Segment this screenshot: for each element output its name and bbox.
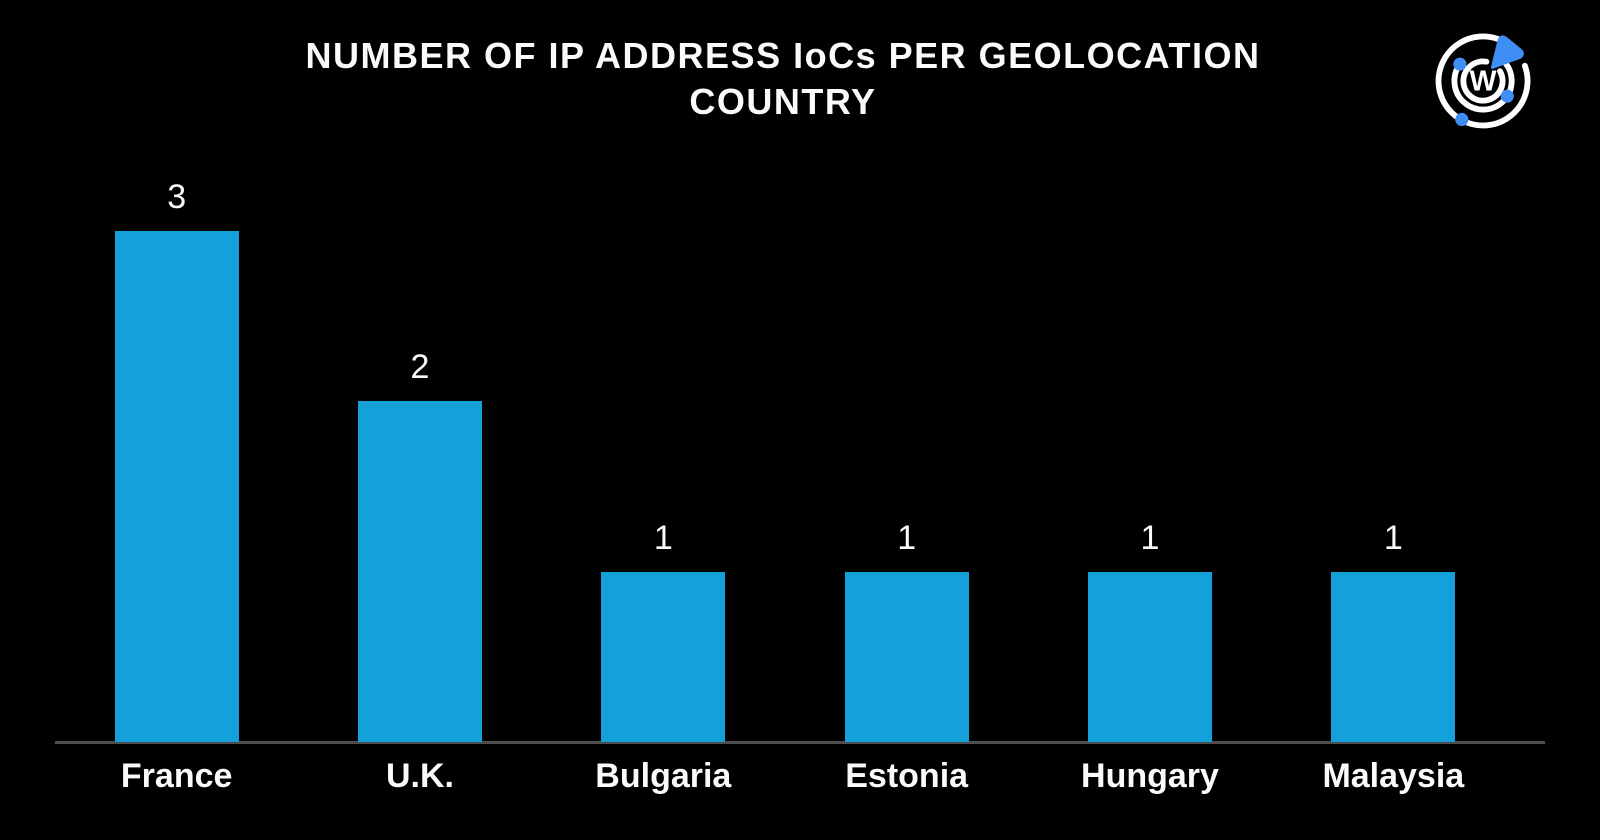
x-axis-label: Estonia — [845, 757, 969, 795]
bar — [601, 572, 726, 742]
bar — [844, 572, 969, 742]
chart-title: NUMBER OF IP ADDRESS IoCs PER GEOLOCATIO… — [305, 35, 1261, 122]
radar-blip-bottom-left — [1455, 112, 1469, 127]
bar-value-label: 1 — [897, 519, 917, 557]
bar-value-label: 2 — [410, 348, 430, 386]
radar-inner-ring — [1460, 58, 1506, 104]
bar — [1331, 572, 1456, 742]
x-axis-label: Bulgaria — [595, 757, 732, 795]
brand-logo: W — [1430, 28, 1536, 134]
radar-outer-ring — [1435, 33, 1531, 129]
bar-value-label: 1 — [653, 519, 673, 557]
bar — [114, 231, 239, 742]
radar-sweep-wedge-icon — [1490, 35, 1524, 69]
x-axis-label: Hungary — [1081, 757, 1219, 795]
x-axis-label: France — [120, 757, 233, 795]
bar — [358, 401, 482, 742]
radar-blip-lower-right — [1500, 89, 1514, 103]
x-axis-line — [55, 741, 1545, 744]
x-axis-label: U.K. — [386, 757, 454, 795]
bar-value-label: 1 — [1140, 519, 1160, 557]
radar-middle-ring — [1451, 58, 1515, 113]
radar-blip-upper-left — [1453, 57, 1467, 71]
radar-w-icon: W — [1435, 33, 1531, 129]
x-axis-label: Malaysia — [1322, 757, 1465, 795]
logo-letter: W — [1469, 66, 1496, 98]
bar-value-label: 3 — [167, 178, 187, 216]
bar — [1088, 572, 1212, 742]
bar-value-label: 1 — [1383, 519, 1403, 557]
